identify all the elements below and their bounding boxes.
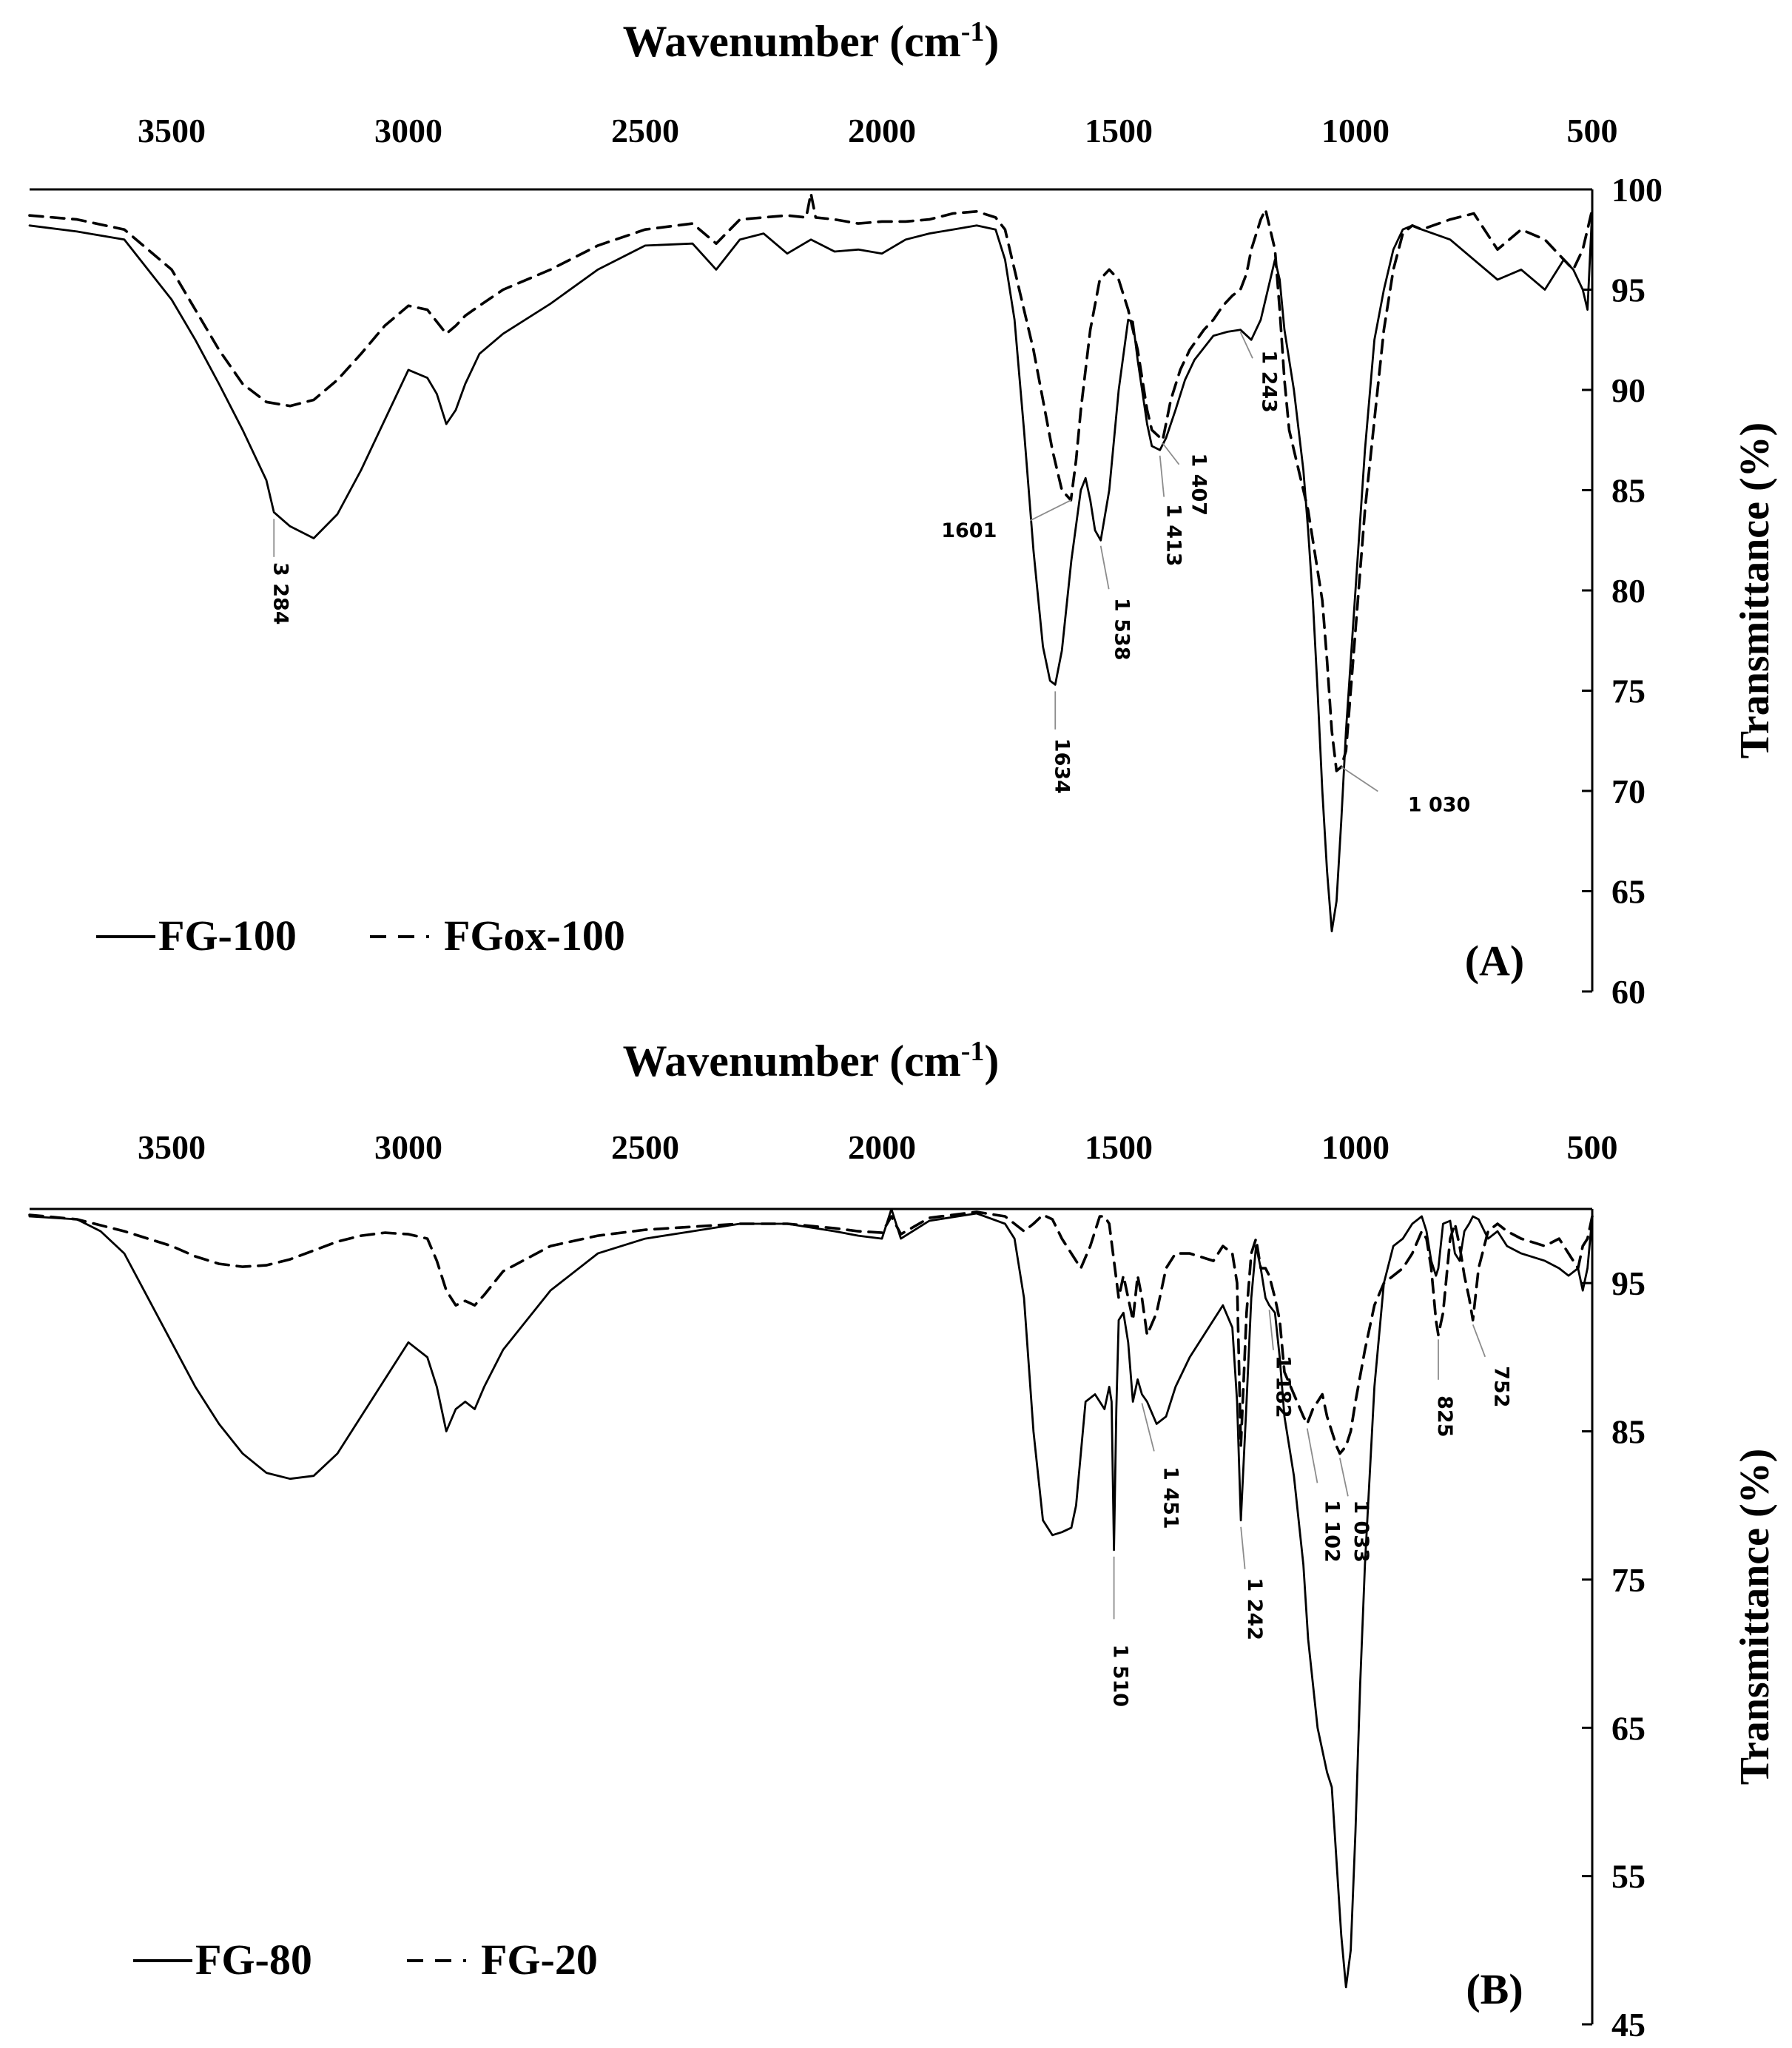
y-tick-label: 45	[1611, 2006, 1646, 2044]
series-line-fgox-100	[28, 192, 1594, 772]
annotation-leader	[1472, 1324, 1486, 1358]
peak-label: 1 538	[1111, 598, 1134, 661]
annotation-leader	[1239, 331, 1253, 359]
peak-label: 1601	[941, 519, 997, 542]
y-tick-label: 80	[1611, 572, 1646, 610]
x-tick-label: 1000	[1321, 1128, 1390, 1166]
y-tick-label: 65	[1611, 1709, 1646, 1747]
peak-label: 1 242	[1243, 1577, 1266, 1640]
peak-label: 1 030	[1408, 793, 1471, 816]
peak-label: 1 407	[1188, 453, 1210, 516]
annotation-leader	[1240, 1526, 1246, 1569]
chart-panel-b: Wavenumber (cm-1) 3500 3000 2500 2000 1500 100…	[28, 1036, 1778, 2044]
panel-label: (B)	[1466, 1965, 1523, 2013]
peak-label: 1 182	[1272, 1355, 1295, 1418]
y-tick-label: 85	[1611, 472, 1646, 510]
y-tick-label: 65	[1611, 873, 1646, 911]
y-tick-label: 70	[1611, 772, 1646, 810]
legend-label: FGox-100	[444, 912, 625, 960]
x-tick-label: 2500	[611, 1128, 679, 1166]
y-tick-label: 75	[1611, 1561, 1646, 1599]
annotation-leader	[1338, 1458, 1349, 1497]
annotation-leader	[1306, 1428, 1318, 1483]
y-tick-label: 90	[1611, 371, 1646, 409]
peak-label: 1634	[1050, 738, 1073, 794]
x-tick-label: 1000	[1321, 112, 1390, 149]
y-tick-label: 95	[1611, 1264, 1646, 1302]
y-tick-label: 60	[1611, 973, 1646, 1011]
x-tick-label: 500	[1567, 1128, 1618, 1166]
x-tick-label: 500	[1567, 112, 1618, 149]
panel-label: (A)	[1465, 937, 1525, 985]
legend-label: FG-100	[158, 912, 297, 960]
peak-label: 3 284	[269, 562, 292, 625]
peak-label: 1 102	[1321, 1500, 1344, 1563]
peak-label: 752	[1490, 1366, 1513, 1407]
series-line-fg-20	[28, 1210, 1594, 1455]
annotation-leader	[1099, 545, 1110, 590]
legend-label: FG-80	[195, 1936, 312, 1984]
x-axis-title: Wavenumber (cm-1)	[623, 16, 1000, 66]
y-axis-title: Transmittance (%)	[1732, 422, 1778, 759]
x-tick-label: 2000	[848, 112, 916, 149]
annotation-leader	[1341, 766, 1378, 792]
x-tick-label: 3500	[138, 112, 206, 149]
peak-label: 1 413	[1162, 504, 1185, 567]
peak-label: 825	[1433, 1395, 1456, 1437]
annotation-leader	[1159, 455, 1165, 497]
x-tick-label: 2500	[611, 112, 679, 149]
x-tick-label: 1500	[1085, 1128, 1153, 1166]
x-tick-label: 3000	[374, 1128, 442, 1166]
x-tick-label: 2000	[848, 1128, 916, 1166]
series-line-fg-80	[28, 1207, 1594, 1989]
peak-label: 1 510	[1109, 1645, 1132, 1708]
y-tick-label: 95	[1611, 272, 1646, 309]
peak-label: 1 243	[1257, 350, 1280, 413]
y-tick-label: 100	[1611, 171, 1663, 209]
annotation-leader	[1141, 1403, 1155, 1452]
peak-label: 1 033	[1350, 1500, 1372, 1563]
annotation-leader	[1268, 1310, 1274, 1350]
legend-label: FG-20	[481, 1936, 598, 1984]
y-axis-title: Transmittance (%)	[1732, 1449, 1778, 1785]
annotation-leader	[1029, 499, 1071, 522]
x-tick-label: 1500	[1085, 112, 1153, 149]
y-tick-label: 75	[1611, 673, 1646, 710]
peak-label: 1 451	[1159, 1466, 1182, 1529]
y-tick-label: 55	[1611, 1858, 1646, 1896]
annotation-leader	[1162, 442, 1180, 465]
y-tick-label: 85	[1611, 1413, 1646, 1451]
x-axis-title: Wavenumber (cm-1)	[623, 1036, 1000, 1085]
series-line-fg-100	[28, 208, 1594, 933]
x-tick-label: 3500	[138, 1128, 206, 1166]
x-tick-label: 3000	[374, 112, 442, 149]
chart-panel-a: Wavenumber (cm-1) 3500 3000 2500 2000 1500 100…	[28, 16, 1778, 1011]
